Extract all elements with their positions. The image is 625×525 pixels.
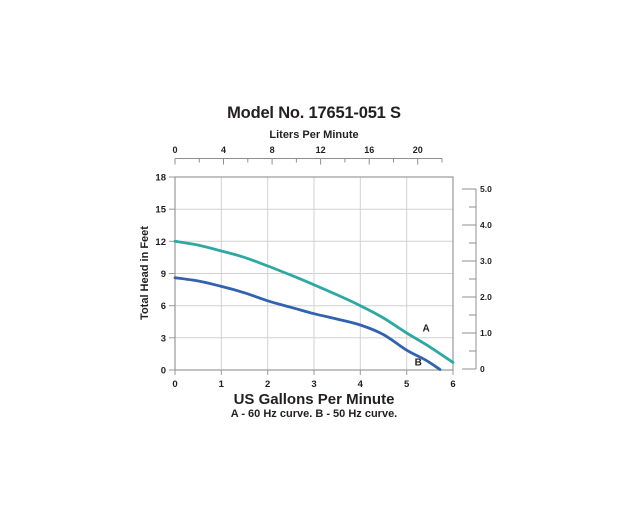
svg-text:8: 8 [270,145,275,155]
curve-legend-caption: A - 60 Hz curve. B - 50 Hz curve. [230,408,398,420]
bottom-axis-ticks [174,370,454,375]
left-axis-tick-labels: 0 3 6 9 12 15 18 [155,173,166,377]
bottom-axis-tick-labels: 0 1 2 3 4 5 6 [172,379,455,390]
plot-grid [175,177,453,370]
svg-text:5: 5 [404,379,410,390]
svg-text:2: 2 [265,379,270,390]
svg-text:6: 6 [450,379,455,390]
right-axis-tick-labels: 0 1.0 2.0 3.0 4.0 5.0 [480,184,492,374]
curve-B [173,276,442,371]
svg-text:1.0: 1.0 [480,328,492,338]
svg-text:3: 3 [161,333,166,344]
svg-text:6: 6 [161,301,166,312]
svg-text:0: 0 [172,145,177,155]
svg-text:18: 18 [155,173,166,184]
svg-text:3.0: 3.0 [480,256,492,266]
svg-text:12: 12 [155,237,166,248]
svg-text:1: 1 [219,379,225,390]
top-axis-tick-labels: 0 4 8 12 16 20 [172,145,422,155]
top-axis-ruler [174,158,443,165]
right-axis-ruler [462,188,477,370]
chart-title: Model No. 17651-051 S [227,104,401,122]
top-axis-label: Liters Per Minute [269,129,359,141]
svg-text:0: 0 [172,379,177,390]
x-axis-label: US Gallons Per Minute [233,391,395,408]
svg-text:16: 16 [364,145,374,155]
svg-text:4: 4 [358,379,364,390]
svg-text:4: 4 [221,145,226,155]
curve-label-A: A [422,324,429,335]
left-axis-ticks [169,176,175,371]
svg-text:12: 12 [316,145,326,155]
curve-A [173,239,455,364]
svg-text:0: 0 [480,364,485,374]
svg-text:5.0: 5.0 [480,184,492,194]
svg-text:2.0: 2.0 [480,292,492,302]
svg-text:20: 20 [413,145,423,155]
svg-text:0: 0 [161,366,166,377]
svg-text:3: 3 [311,379,316,390]
svg-text:4.0: 4.0 [480,220,492,230]
svg-text:9: 9 [161,269,166,280]
curve-label-B: B [415,358,422,369]
svg-text:15: 15 [155,205,166,216]
